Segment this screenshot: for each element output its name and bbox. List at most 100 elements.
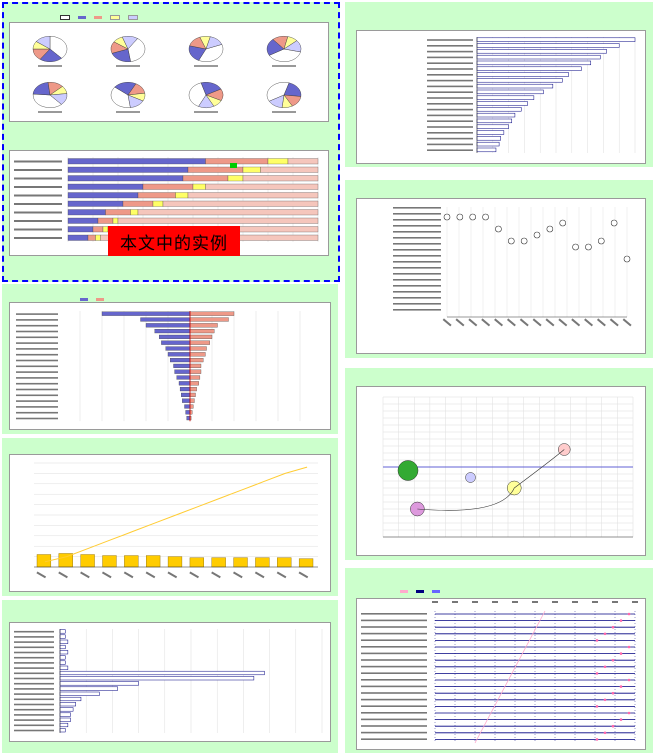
category-label [361,685,427,688]
category-label [14,729,54,732]
pie-caption [272,65,296,67]
positive-bar [189,358,204,363]
pie-slice [188,82,207,107]
x-tick-label [432,601,438,603]
bubble [397,460,419,481]
stacked-bar-segment [137,192,176,199]
x-tick-label [506,318,516,327]
negative-bar [184,404,191,409]
x-tick-label [455,318,465,327]
scatter-marker [482,213,489,221]
scatter-marker [610,219,618,227]
stacked-bar-segment [67,175,184,182]
stacked-bar-segment [267,158,289,165]
bar [476,141,500,147]
pie-slice [32,93,62,108]
bar [233,557,248,568]
pie-slice [283,40,302,53]
category-label [427,103,473,105]
stacked-bar-segment [67,158,206,165]
bar [277,557,292,568]
x-tick-label [189,571,199,579]
pie-slice [198,44,224,62]
positive-bar [189,334,213,339]
positive-bar [189,346,207,351]
timeline-legend [400,588,442,593]
positive-bar [189,317,229,322]
category-label [427,56,473,59]
category-label [14,220,62,222]
x-tick-label [276,571,287,579]
category-label [427,108,473,111]
category-label [361,639,427,641]
category-label [16,382,58,385]
category-label [16,313,58,315]
category-label [16,400,58,402]
bar [59,707,74,712]
x-tick-label [167,571,178,579]
pie-caption [194,111,218,113]
category-label [361,613,427,615]
positive-bar [189,323,218,328]
x-tick-label [552,601,558,603]
category-label [14,169,62,171]
category-label [361,626,427,628]
diverging-legend [80,296,106,301]
pie-slice [127,94,144,108]
bar [59,655,66,660]
pie-chart-grid [32,36,302,113]
timeline-chart [361,601,638,744]
negative-bar [170,358,191,363]
pie-caption [194,65,218,67]
category-label [361,652,427,655]
bar [476,78,563,83]
bar [80,554,95,568]
category-label [14,636,54,638]
x-tick-label [123,571,134,579]
category-label [393,297,441,299]
category-label [361,725,427,727]
category-label [361,619,427,622]
negative-bar [179,387,191,392]
category-label [16,371,58,373]
stacked-bar-segment [92,226,104,233]
bar [59,681,139,686]
stacked-bar-segment [175,192,189,199]
scatter-marker [495,225,502,233]
pie-slice [110,86,131,108]
category-label [14,698,54,701]
stacked-bar-segment [112,217,119,224]
bar [476,101,528,106]
scatter-marker [520,237,528,245]
bar [476,60,592,66]
negative-bar [154,329,191,334]
category-label [14,160,62,163]
stacked-bar-marker [230,163,237,168]
trend-line [474,610,546,744]
category-label [16,411,58,414]
trend-line [44,466,308,563]
pie-slice [205,36,223,50]
timeline-marker [619,619,623,622]
positive-bar [189,311,235,316]
stacked-bar-segment [67,234,89,241]
category-label [16,394,58,397]
category-label [393,219,441,221]
positive-bar [189,387,197,392]
scatter-marker [456,213,464,221]
x-tick-label [532,318,542,327]
category-label [14,724,54,727]
category-label [361,698,427,701]
category-label [16,406,58,408]
scatter-marker [572,243,579,251]
stacked-bar-segment [287,158,319,165]
category-label [16,365,58,368]
category-label [393,207,441,209]
timeline-marker [603,632,607,636]
bar [476,107,522,112]
negative-bar [161,340,191,345]
x-tick-label [596,318,606,327]
category-label [393,231,441,233]
x-tick-label [572,601,578,603]
category-label [14,656,54,659]
